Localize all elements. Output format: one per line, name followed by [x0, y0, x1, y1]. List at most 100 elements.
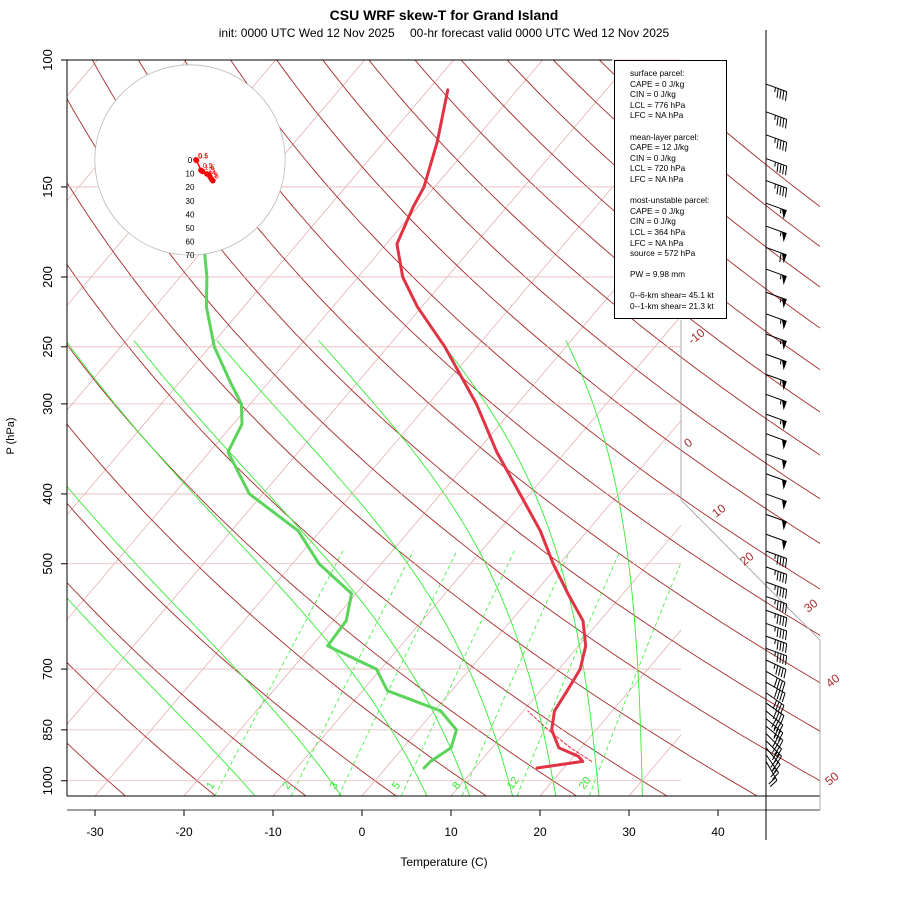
wind-barb	[765, 513, 787, 531]
wind-barb-half	[774, 613, 776, 619]
wind-barb-shaft	[765, 291, 787, 301]
wind-barb-full	[781, 682, 786, 692]
wind-barb-shaft	[765, 202, 787, 212]
info-spacer	[630, 121, 726, 132]
y-tick-label: 300	[40, 393, 55, 415]
dry-adiabat-line	[368, 60, 820, 456]
info-line: mean-layer parcel:	[630, 131, 699, 142]
wind-barb-full	[775, 722, 781, 732]
wind-barb-flag	[781, 231, 787, 243]
mixing-ratio-label: 8	[450, 780, 463, 792]
wind-barb-full	[778, 732, 784, 742]
y-axis-label: P (hPa)	[5, 417, 17, 454]
wind-barb	[765, 609, 788, 627]
info-line: CIN = 0 J/kg	[630, 152, 676, 163]
wind-barb	[765, 692, 785, 715]
dry-adiabat-label: 50	[822, 769, 841, 788]
wind-barb-half	[774, 161, 776, 167]
parcel-info-box: surface parcel: CAPE = 0 J/kg CIN = 0 J/kg…	[614, 60, 727, 319]
moist-adiabat-line	[216, 340, 514, 796]
info-line: PW = 9.98 mm	[630, 269, 686, 280]
wind-barb-full	[779, 615, 782, 625]
wind-barb-full	[771, 751, 778, 761]
wind-barb-full	[779, 587, 782, 597]
wind-barb-shaft	[765, 747, 781, 765]
info-spacer	[630, 280, 726, 291]
wind-barb-full	[784, 165, 788, 176]
x-tick-label: -30	[86, 825, 104, 839]
wind-barb-full	[782, 118, 785, 128]
moist-adiabat-line	[318, 340, 557, 796]
wind-barb	[765, 733, 782, 758]
wind-barb	[765, 659, 787, 679]
wind-barb-flag	[781, 298, 787, 309]
dry-adiabat-label: 20	[737, 549, 756, 568]
mixing-ratio-line	[588, 561, 681, 796]
wind-barb-full	[782, 141, 785, 151]
info-line: surface parcel:	[630, 68, 685, 78]
wind-barb-full	[784, 603, 788, 614]
info-spacer	[630, 259, 726, 270]
wind-barb-full	[776, 627, 779, 638]
wind-barb-full	[774, 764, 781, 773]
wind-barb-half	[779, 274, 782, 280]
info-line: LCL = 776 hPa	[630, 99, 686, 110]
init-time: init: 0000 UTC Wed 12 Nov 2025	[218, 26, 395, 40]
dry-adiabat-line	[67, 263, 668, 797]
dry-adiabat-line	[67, 181, 758, 797]
wind-barb-flag	[781, 253, 787, 264]
dry-adiabat-line	[460, 60, 820, 371]
wind-barb-flag	[781, 380, 787, 391]
hodograph-ring-label: 40	[186, 210, 195, 219]
wind-barb	[765, 566, 788, 584]
mixing-ratio-label: 3	[328, 780, 341, 792]
wind-barb-full	[777, 703, 783, 713]
wind-barb-shaft	[765, 761, 778, 781]
dry-adiabat-line	[645, 60, 820, 208]
wind-barb-full	[773, 720, 779, 730]
wind-barb-full	[782, 90, 785, 100]
wind-barb	[765, 622, 788, 641]
wind-barb-shaft	[765, 718, 784, 734]
wind-barb-half	[774, 554, 776, 560]
wind-barb-shaft	[765, 268, 787, 278]
dry-adiabat-line	[414, 60, 820, 413]
wind-barb	[765, 710, 784, 734]
wind-barb	[765, 111, 788, 129]
wind-barb	[765, 550, 788, 568]
dry-adiabat-line	[276, 60, 820, 544]
plot-diagonal-border	[680, 499, 821, 641]
hodograph-height-label: 5	[214, 172, 218, 179]
wind-barb-full	[782, 557, 785, 567]
wind-barb-half	[774, 651, 776, 657]
wind-barb	[765, 747, 781, 773]
mixing-ratio-label: 20	[577, 775, 594, 792]
hodograph-height-label: 0.1	[198, 153, 208, 160]
isotherm-line	[183, 210, 681, 796]
y-tick-label: 250	[40, 336, 55, 358]
hodograph-ring-label: 30	[186, 197, 195, 206]
y-tick-label: 700	[40, 658, 55, 680]
wind-barb-shaft	[765, 635, 787, 645]
isotherm-line	[450, 524, 681, 796]
wind-barb-flag	[781, 419, 787, 431]
wind-barb-full	[778, 724, 784, 734]
x-tick-label: -20	[175, 825, 193, 839]
wind-barb	[765, 718, 784, 742]
wind-barb	[765, 761, 778, 788]
x-tick-label: 30	[622, 825, 636, 839]
wind-barb	[765, 681, 786, 703]
wind-barb	[765, 647, 788, 666]
wind-barb-full	[776, 640, 779, 650]
dry-adiabat-line	[67, 661, 216, 797]
wind-barb-full	[779, 691, 783, 701]
wind-barb-full	[775, 730, 781, 740]
mixing-ratio-label: 2	[280, 780, 293, 792]
wind-barb-full	[782, 654, 785, 664]
hodograph-height-label: 0.5	[203, 163, 213, 170]
wind-barb-full	[775, 701, 780, 711]
wind-barb-full	[779, 572, 782, 582]
dry-adiabat-label: 10	[709, 501, 728, 520]
wind-barb-full	[784, 630, 788, 641]
x-axis-label: Temperature (C)	[400, 855, 487, 869]
